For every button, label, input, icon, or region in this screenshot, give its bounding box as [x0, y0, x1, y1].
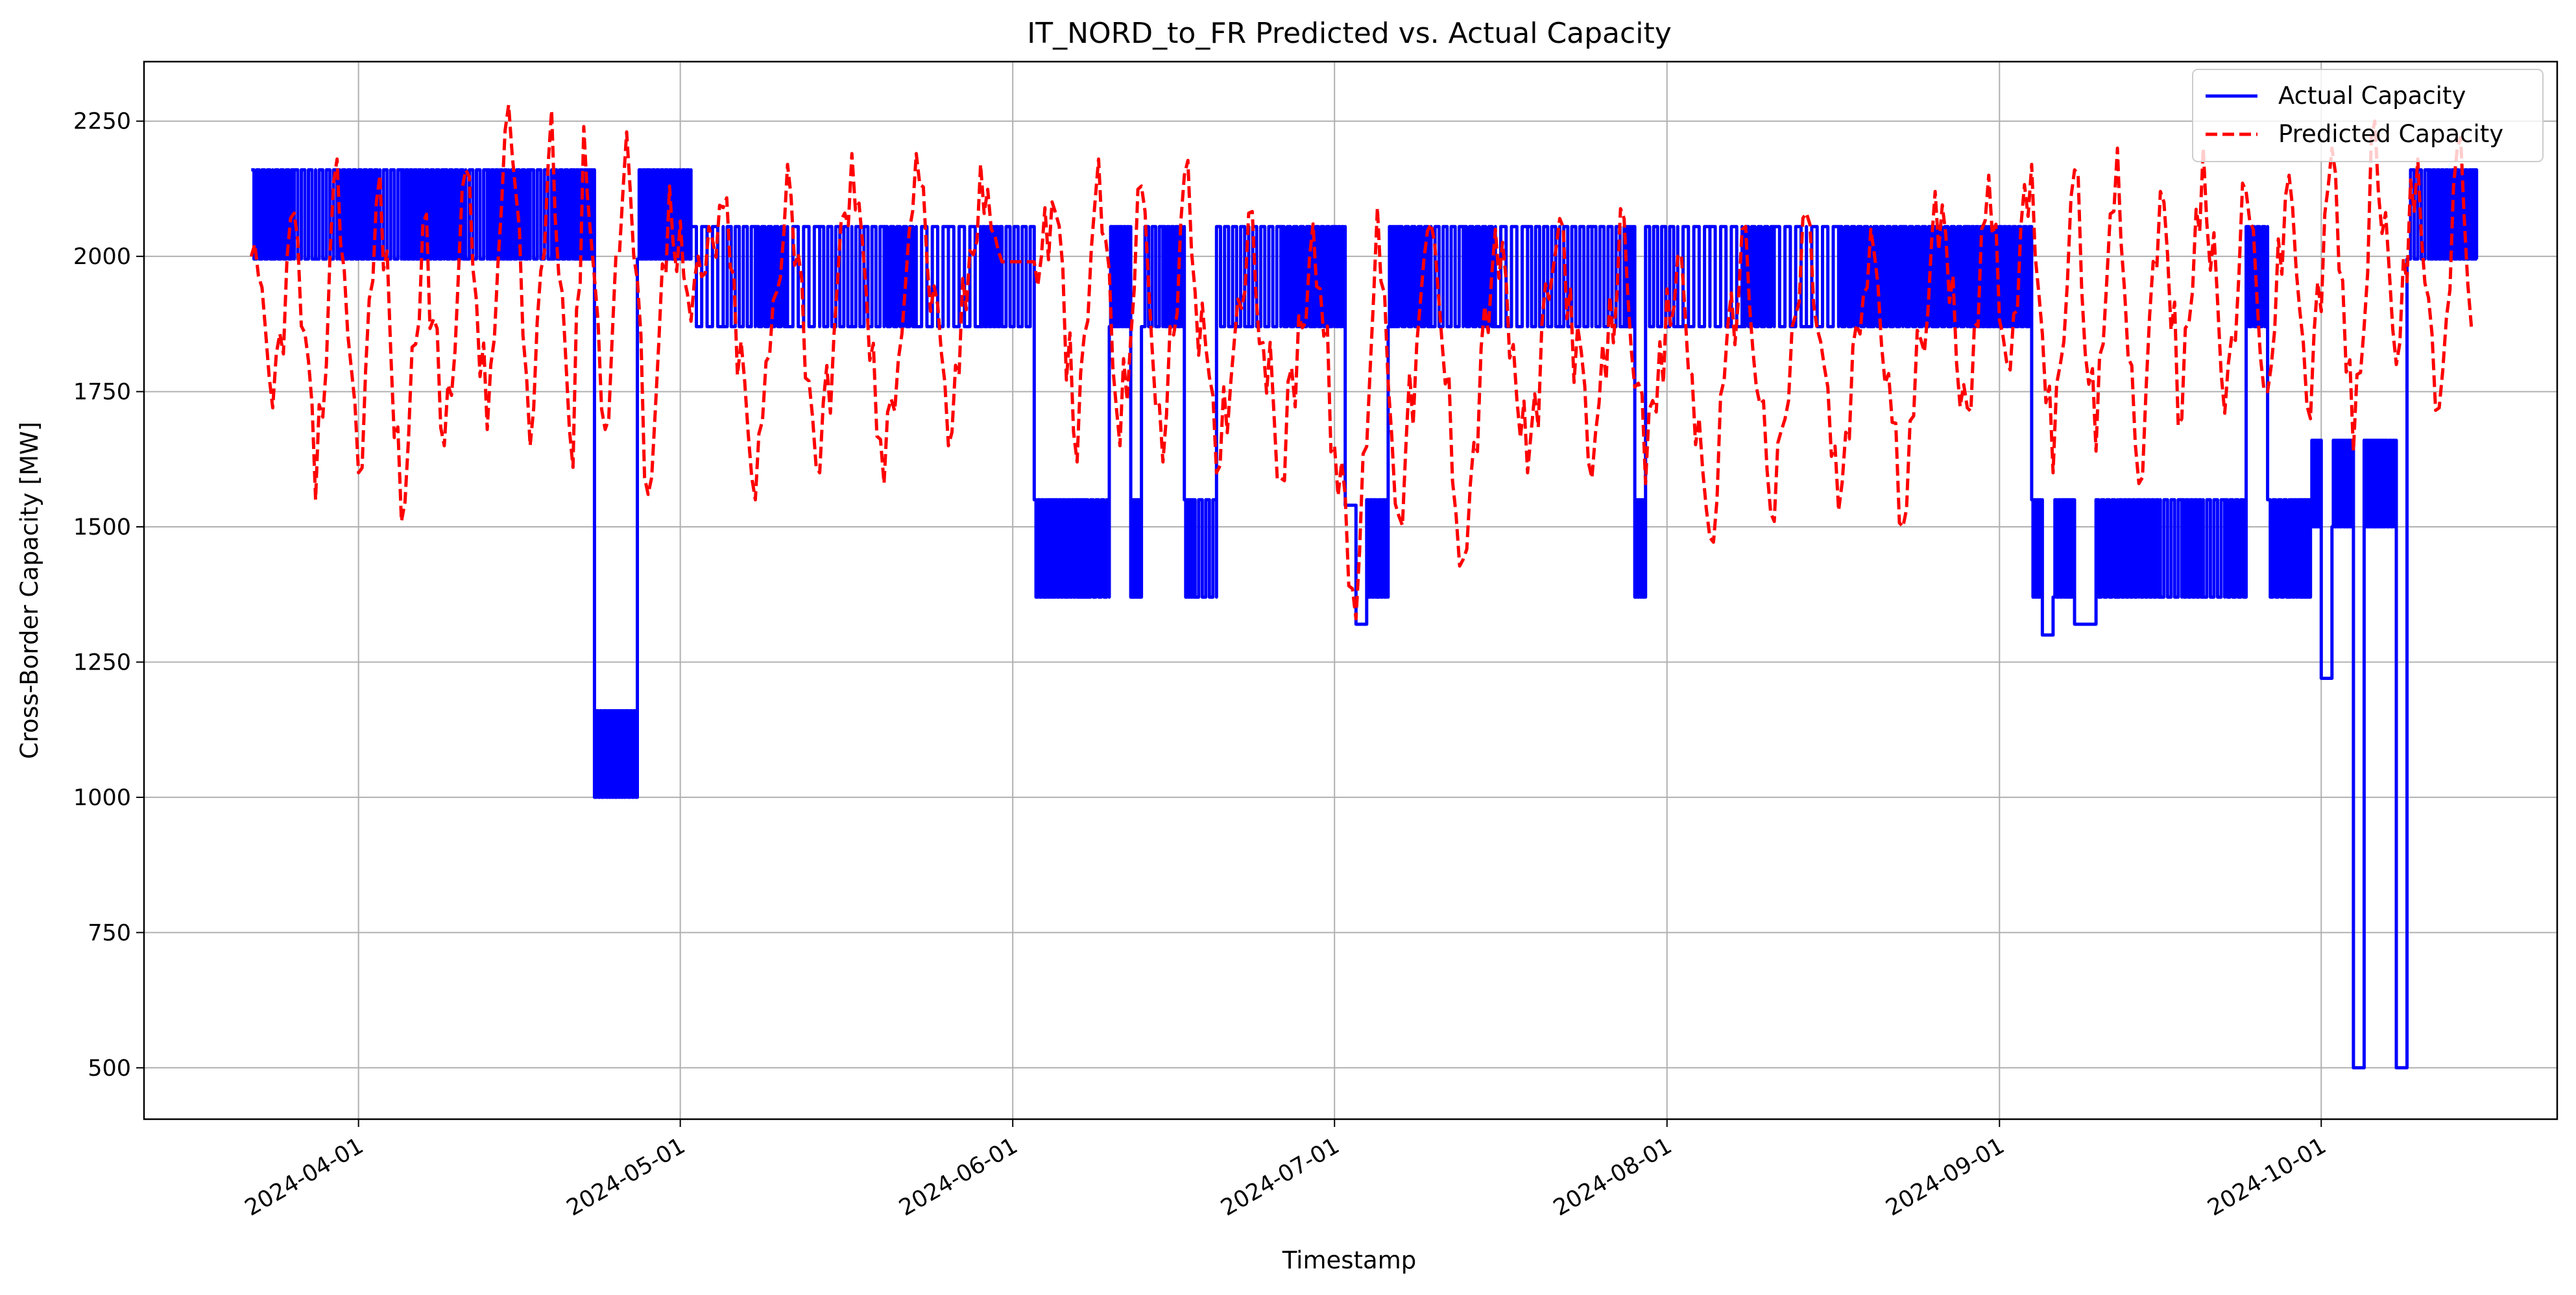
y-tick-label: 1250 [73, 649, 131, 675]
y-tick-label: 2250 [73, 109, 131, 135]
plot-frame [143, 60, 2558, 1120]
series-line-actual [251, 168, 2479, 1070]
series-line-predicted [249, 103, 2474, 621]
y-axis-label: Cross-Border Capacity [MW] [16, 422, 43, 759]
legend-label-predicted: Predicted Capacity [2278, 120, 2503, 148]
legend: Actual Capacity Predicted Capacity [2192, 69, 2544, 162]
x-axis-label: Timestamp [1282, 1246, 1417, 1274]
series-layer [249, 103, 2479, 1070]
y-tick-label: 1000 [73, 785, 131, 811]
y-tick-label: 2000 [73, 244, 131, 270]
y-tick-label: 750 [88, 920, 131, 946]
legend-label-actual: Actual Capacity [2278, 82, 2466, 110]
chart-title: IT_NORD_to_FR Predicted vs. Actual Capac… [1027, 17, 1671, 50]
y-tick-label: 1750 [73, 380, 131, 405]
y-tick-label: 1500 [73, 514, 131, 540]
y-tick-label: 500 [88, 1056, 131, 1082]
legend-box [2192, 69, 2544, 162]
